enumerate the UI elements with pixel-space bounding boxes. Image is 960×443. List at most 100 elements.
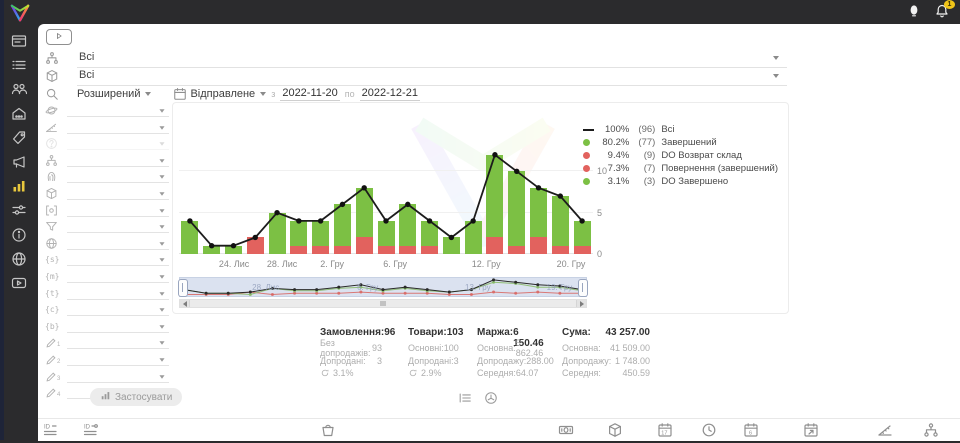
id-circle-icon[interactable]: ID <box>83 422 99 438</box>
range-handle-left[interactable] <box>178 279 188 297</box>
tutorial-play-button[interactable] <box>46 29 72 45</box>
stacked-bar[interactable] <box>486 154 504 254</box>
video-icon[interactable] <box>11 275 27 291</box>
legend-item[interactable]: 9.4% (9) DO Возврат склад <box>583 149 778 162</box>
stat-row: Без допродажів: 93 <box>320 338 382 358</box>
filter-select-row[interactable]: {b} <box>45 320 169 334</box>
stacked-bar[interactable] <box>312 220 330 254</box>
range-selector[interactable]: 28. Лис 6. Гру 13. Гру 19. Гру <box>178 277 588 297</box>
legend-dot-marker <box>583 178 598 185</box>
stacked-bar[interactable] <box>203 245 221 254</box>
pencil-index: 3 <box>57 375 61 382</box>
calendar-arrow-icon[interactable] <box>803 422 819 438</box>
date-to-input[interactable]: 2022-12-21 <box>359 87 420 101</box>
stacked-bar[interactable] <box>246 237 264 254</box>
filter-select-row[interactable] <box>45 137 169 151</box>
date-from-input[interactable]: 2022-11-20 <box>280 87 340 101</box>
stacked-bar[interactable] <box>464 220 482 254</box>
scroll-right-arrow-icon[interactable] <box>576 300 586 307</box>
stacked-bar[interactable] <box>508 171 526 254</box>
search-icon[interactable] <box>45 87 59 101</box>
tag-icon[interactable] <box>11 130 27 146</box>
funnel-icon <box>45 220 58 233</box>
filter-select-row[interactable]: {t} <box>45 287 169 301</box>
chart-plot-area <box>179 107 593 254</box>
stacked-bar[interactable] <box>573 220 591 254</box>
stacked-bar[interactable] <box>442 237 460 254</box>
range-scrollbar[interactable] <box>179 299 587 308</box>
legend-item[interactable]: 3.1% (3) DO Завершено <box>583 175 778 188</box>
sitemap-icon[interactable] <box>923 422 939 438</box>
filter-select-row[interactable]: 2 <box>45 353 169 367</box>
filter-select-row[interactable]: {m} <box>45 270 169 284</box>
ruler-icon[interactable] <box>877 422 893 438</box>
panel-icon[interactable] <box>11 33 27 49</box>
filter-select-row[interactable] <box>45 170 169 184</box>
sliders-icon[interactable] <box>11 202 27 218</box>
conversion-icon <box>408 368 418 378</box>
scrollbar-grip[interactable] <box>380 301 386 306</box>
stacked-bar[interactable] <box>355 187 373 254</box>
legend-percent: 3.1% <box>607 176 630 187</box>
range-handle-right[interactable] <box>578 279 588 297</box>
legend-item[interactable]: 100% (96) Всі <box>583 123 778 136</box>
stat-row-value: 5 862.46 <box>515 338 544 359</box>
stacked-bar[interactable] <box>399 204 417 254</box>
list-toggle-icon[interactable] <box>458 391 472 405</box>
users-icon[interactable] <box>11 81 27 97</box>
banknote-icon[interactable] <box>558 422 574 438</box>
filter-select-row[interactable]: {c} <box>45 303 169 317</box>
package-circle-icon[interactable] <box>484 391 498 405</box>
legend-item[interactable]: 80.2% (77) Завершений <box>583 136 778 149</box>
app-logo-icon[interactable] <box>9 3 31 28</box>
legend-label: DO Завершено <box>661 176 729 187</box>
stacked-bar[interactable] <box>224 245 242 254</box>
info-icon[interactable] <box>11 227 27 243</box>
stacked-bar[interactable] <box>268 212 286 254</box>
date-to-prefix: по <box>344 89 355 99</box>
assistant-bulb-icon[interactable] <box>906 3 922 19</box>
status-select[interactable]: Всі <box>38 50 787 68</box>
help-icon <box>45 137 58 150</box>
filter-select-row[interactable]: {s} <box>45 253 169 267</box>
legend-item[interactable]: 7.3% (7) Повернення (завершений) <box>583 162 778 175</box>
filter-select-row[interactable] <box>45 154 169 168</box>
globe-icon[interactable] <box>11 251 27 267</box>
filter-select-row[interactable]: 1 <box>45 336 169 350</box>
product-select[interactable]: Всі <box>38 68 787 86</box>
calendar-17-icon[interactable]: 17 <box>657 422 673 438</box>
analytics-icon[interactable] <box>11 178 27 194</box>
stacked-bar[interactable] <box>333 204 351 254</box>
calendar-6-icon[interactable]: 6 <box>743 422 759 438</box>
stacked-bar[interactable] <box>551 196 569 254</box>
storefront-icon[interactable] <box>11 106 27 122</box>
stat-row-value: 1 748.00 <box>614 355 650 366</box>
filter-select-row[interactable] <box>45 204 169 218</box>
filter-select-row[interactable] <box>45 121 169 135</box>
pencil-icon <box>45 336 58 349</box>
apply-button[interactable]: Застосувати <box>90 388 183 406</box>
megaphone-icon[interactable] <box>11 154 27 170</box>
id-lines-icon[interactable]: ID <box>43 422 59 438</box>
legend-line-marker <box>583 128 598 131</box>
notifications-bell-icon[interactable]: 1 <box>934 0 955 19</box>
basket-icon[interactable] <box>320 422 336 438</box>
filter-select-row[interactable]: 3 <box>45 370 169 384</box>
filter-select-row[interactable] <box>45 237 169 251</box>
filter-select-row[interactable] <box>45 104 169 118</box>
filter-select-row[interactable] <box>45 187 169 201</box>
list-icon[interactable] <box>11 57 27 73</box>
package-icon[interactable] <box>607 422 623 438</box>
stacked-bar[interactable] <box>377 220 395 254</box>
filter-select-row[interactable] <box>45 220 169 234</box>
stacked-bar[interactable] <box>290 220 308 254</box>
scroll-left-arrow-icon[interactable] <box>180 300 190 307</box>
product-select-value: Всі <box>79 69 95 81</box>
search-mode-select[interactable]: Розширений <box>77 88 152 100</box>
stacked-bar[interactable] <box>421 220 439 254</box>
clock-icon[interactable] <box>701 422 717 438</box>
stacked-bar[interactable] <box>530 187 548 254</box>
date-field-select[interactable]: Відправлене <box>190 88 267 100</box>
filter-underline <box>67 331 169 333</box>
stacked-bar[interactable] <box>181 220 199 254</box>
